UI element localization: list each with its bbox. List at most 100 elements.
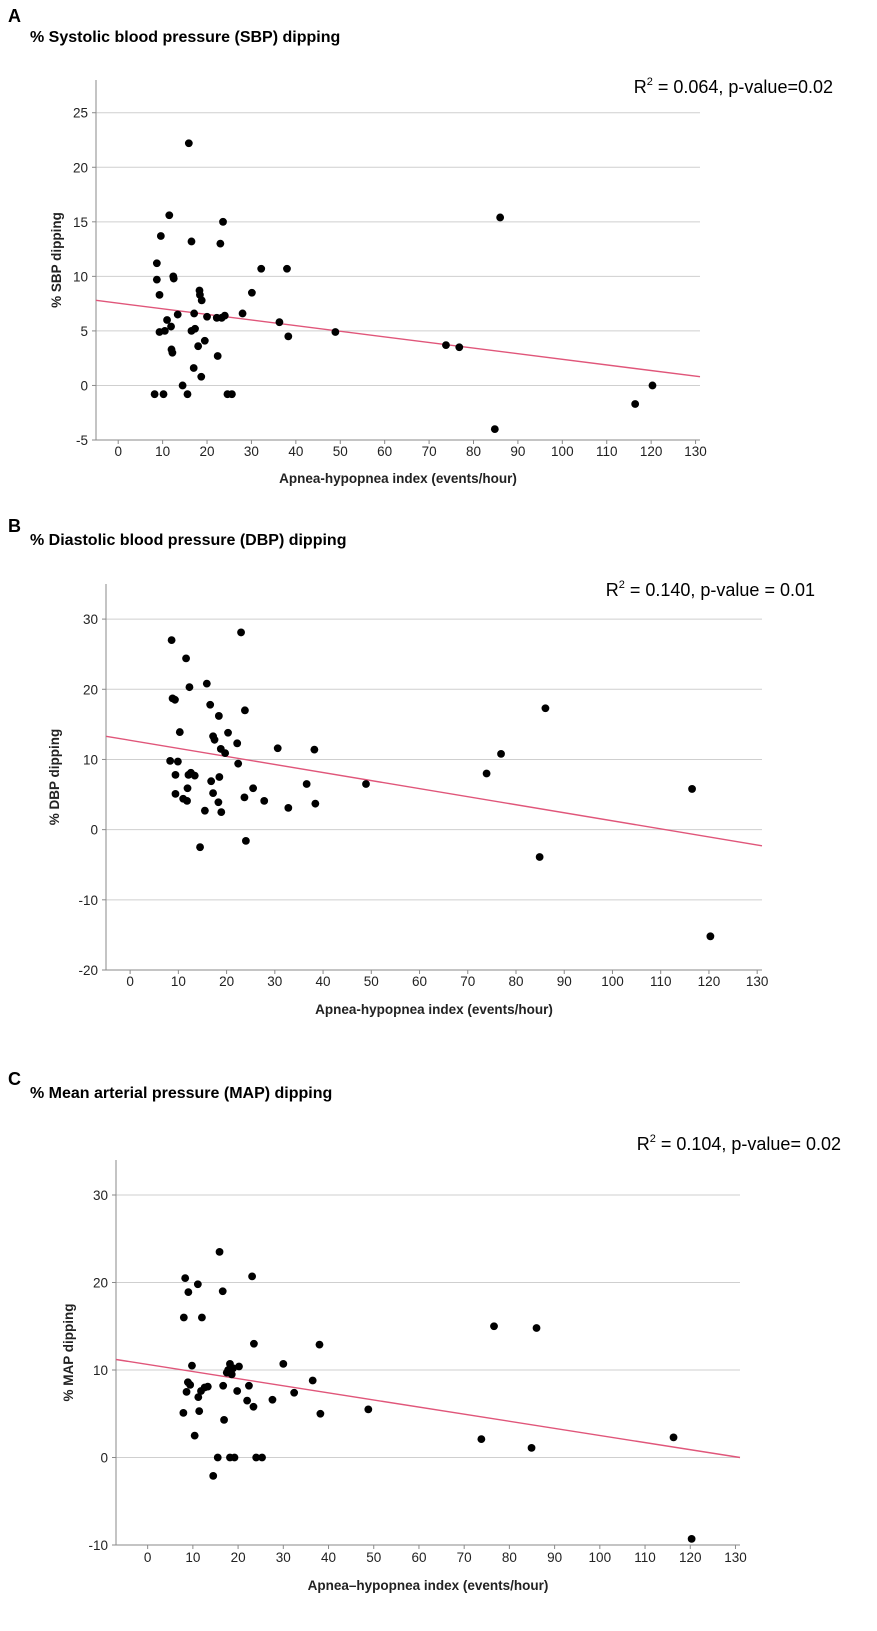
chart-title: % Systolic blood pressure (SBP) dipping — [30, 29, 340, 46]
data-point — [273, 744, 282, 753]
data-point — [316, 1409, 325, 1418]
data-point — [171, 695, 179, 704]
data-point — [203, 1382, 212, 1391]
x-tick-label: 90 — [557, 974, 572, 989]
data-point — [310, 745, 319, 754]
x-tick-label: 100 — [551, 444, 574, 459]
data-point — [235, 1362, 243, 1371]
y-tick-label: 20 — [93, 1276, 108, 1291]
data-point — [284, 803, 293, 812]
y-tick-label: 5 — [80, 324, 88, 339]
data-point — [224, 728, 232, 737]
data-point — [188, 1361, 196, 1370]
data-point — [243, 1396, 252, 1405]
x-tick-label: 100 — [589, 1550, 612, 1565]
data-point — [195, 1407, 204, 1416]
data-point — [209, 789, 217, 798]
data-point — [219, 1381, 228, 1390]
y-tick-label: 0 — [100, 1451, 108, 1466]
data-point — [184, 1288, 193, 1297]
data-point — [189, 364, 198, 372]
data-point — [207, 777, 216, 786]
data-point — [442, 341, 450, 349]
data-point — [160, 327, 169, 335]
data-point — [241, 706, 249, 715]
scatter-chart: C % Mean arterial pressure (MAP) dipping R… — [8, 1069, 841, 1593]
panel-label: C — [8, 1069, 21, 1089]
data-point — [202, 679, 211, 688]
data-point — [216, 239, 225, 248]
x-axis-label: Apnea-hypopnea index (events/hour) — [279, 471, 517, 486]
data-point — [197, 296, 206, 305]
x-axis-label: Apnea-hypopnea index (events/hour) — [315, 1002, 553, 1017]
data-point — [688, 785, 696, 793]
data-point — [183, 784, 192, 793]
data-point — [167, 322, 175, 331]
data-point — [331, 328, 340, 336]
x-tick-label: 10 — [155, 444, 170, 459]
x-tick-label: 50 — [364, 974, 379, 989]
x-tick-label: 0 — [144, 1550, 152, 1565]
data-point — [213, 1453, 222, 1462]
x-tick-label: 60 — [411, 1550, 426, 1565]
x-tick-label: 80 — [466, 444, 481, 459]
x-tick-label: 30 — [244, 444, 259, 459]
regression-line — [105, 735, 763, 847]
data-point — [252, 1453, 261, 1462]
x-tick-label: 100 — [601, 974, 624, 989]
stat-annotation: R2 = 0.140, p-value = 0.01 — [606, 579, 815, 600]
data-point — [268, 1395, 277, 1404]
data-point — [190, 1431, 199, 1440]
data-point — [218, 1287, 227, 1296]
panel-c: C % Mean arterial pressure (MAP) dipping R… — [0, 1063, 877, 1631]
x-tick-label: 20 — [219, 974, 234, 989]
x-tick-label: 0 — [126, 974, 134, 989]
data-point — [209, 1471, 218, 1480]
data-point — [669, 1433, 678, 1442]
data-point — [190, 309, 199, 318]
y-axis-label: % MAP dipping — [61, 1304, 76, 1402]
data-point — [171, 789, 180, 798]
x-tick-label: 120 — [679, 1550, 702, 1565]
x-tick-label: 10 — [185, 1550, 200, 1565]
x-tick-label: 60 — [377, 444, 392, 459]
regression-line — [95, 299, 701, 378]
data-point — [631, 400, 640, 408]
y-tick-label: 0 — [80, 378, 88, 393]
panel-a: A % Systolic blood pressure (SBP) dipping… — [0, 0, 877, 500]
data-point — [648, 381, 657, 390]
x-tick-label: 40 — [316, 974, 331, 989]
data-point — [152, 259, 161, 268]
y-tick-label: -10 — [88, 1538, 108, 1553]
data-point — [229, 1364, 238, 1373]
data-point — [168, 348, 177, 357]
y-tick-label: -20 — [78, 963, 98, 978]
data-point — [227, 1370, 236, 1379]
y-tick-label: 30 — [83, 612, 98, 627]
data-point — [215, 1247, 224, 1256]
scatter-chart: A % Systolic blood pressure (SBP) dipping… — [8, 6, 833, 486]
data-point — [230, 1453, 239, 1462]
data-point — [238, 309, 247, 318]
panel-b: B % Diastolic blood pressure (DBP) dippin… — [0, 510, 877, 1030]
data-point — [362, 780, 370, 788]
data-point — [194, 342, 203, 351]
stat-annotation: R2 = 0.104, p-value= 0.02 — [637, 1133, 841, 1154]
data-point — [497, 749, 505, 758]
data-point — [150, 390, 159, 399]
chart-title: % Mean arterial pressure (MAP) dipping — [30, 1085, 332, 1102]
data-point — [166, 756, 175, 765]
data-point — [200, 336, 209, 345]
data-point — [165, 211, 174, 220]
data-point — [214, 798, 223, 807]
panel-label: B — [8, 516, 21, 536]
x-tick-label: 30 — [276, 1550, 291, 1565]
x-tick-label: 0 — [114, 444, 122, 459]
data-point — [258, 1453, 266, 1462]
data-point — [203, 312, 211, 321]
y-tick-label: 0 — [90, 823, 98, 838]
data-point — [250, 1339, 258, 1348]
data-point — [163, 316, 171, 324]
data-point — [535, 853, 544, 861]
data-point — [171, 770, 180, 779]
